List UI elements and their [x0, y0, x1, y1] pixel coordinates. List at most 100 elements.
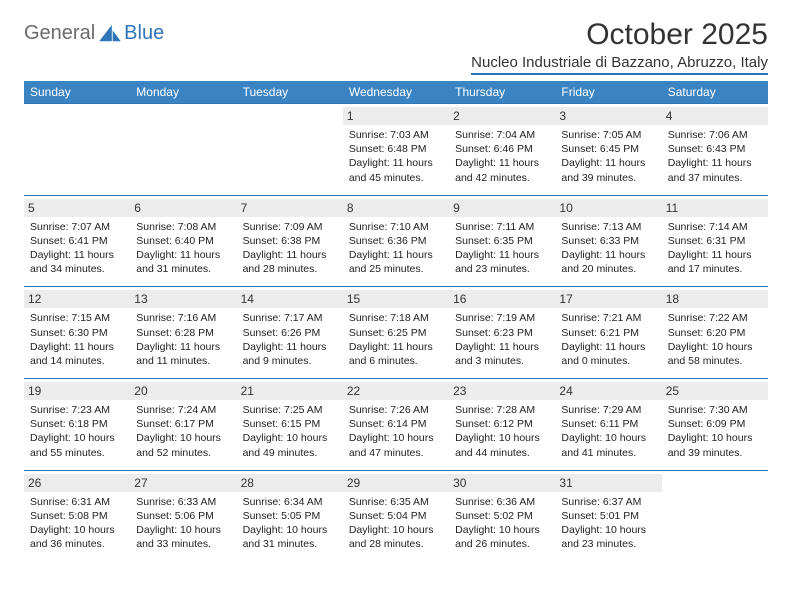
- sunrise-line: Sunrise: 6:33 AM: [136, 495, 230, 509]
- day-details: Sunrise: 7:24 AMSunset: 6:17 PMDaylight:…: [136, 403, 230, 460]
- day-cell: 23Sunrise: 7:28 AMSunset: 6:12 PMDayligh…: [449, 379, 555, 471]
- sunset-line: Sunset: 6:36 PM: [349, 234, 443, 248]
- day-number: 27: [130, 474, 236, 492]
- day-cell: 7Sunrise: 7:09 AMSunset: 6:38 PMDaylight…: [237, 195, 343, 287]
- day-number: 17: [555, 290, 661, 308]
- day-number: 12: [24, 290, 130, 308]
- sunset-line: Sunset: 6:40 PM: [136, 234, 230, 248]
- sunrise-line: Sunrise: 7:24 AM: [136, 403, 230, 417]
- day-number: 18: [662, 290, 768, 308]
- day-number: 30: [449, 474, 555, 492]
- sunset-line: Sunset: 6:12 PM: [455, 417, 549, 431]
- sail-icon: [99, 25, 121, 43]
- calendar-table: SundayMondayTuesdayWednesdayThursdayFrid…: [24, 81, 768, 561]
- daylight-line: Daylight: 10 hours and 28 minutes.: [349, 523, 443, 551]
- daylight-line: Daylight: 11 hours and 0 minutes.: [561, 340, 655, 368]
- sunrise-line: Sunrise: 7:04 AM: [455, 128, 549, 142]
- sunset-line: Sunset: 6:46 PM: [455, 142, 549, 156]
- day-number: 10: [555, 199, 661, 217]
- brand-part1: General: [24, 22, 95, 45]
- day-cell: 17 Sunrise: 7:21 AMSunset: 6:21 PMDayligh…: [555, 287, 661, 379]
- sunset-line: Sunset: 6:25 PM: [349, 326, 443, 340]
- day-cell: 30Sunrise: 6:36 AMSunset: 5:02 PMDayligh…: [449, 470, 555, 561]
- day-details: Sunrise: 7:30 AMSunset: 6:09 PMDaylight:…: [668, 403, 762, 460]
- day-details: Sunrise: 7:14 AMSunset: 6:31 PMDaylight:…: [668, 220, 762, 277]
- day-details: Sunrise: 7:28 AMSunset: 6:12 PMDaylight:…: [455, 403, 549, 460]
- daylight-line: Daylight: 11 hours and 23 minutes.: [455, 248, 549, 276]
- sunset-line: Sunset: 6:30 PM: [30, 326, 124, 340]
- sunrise-line: Sunrise: 6:31 AM: [30, 495, 124, 509]
- day-details: Sunrise: 7:16 AMSunset: 6:28 PMDaylight:…: [136, 311, 230, 368]
- day-cell: 26Sunrise: 6:31 AMSunset: 5:08 PMDayligh…: [24, 470, 130, 561]
- sunrise-line: Sunrise: 7:30 AM: [668, 403, 762, 417]
- calendar-week-row: 26Sunrise: 6:31 AMSunset: 5:08 PMDayligh…: [24, 470, 768, 561]
- daylight-line: Daylight: 10 hours and 36 minutes.: [30, 523, 124, 551]
- daylight-line: Daylight: 10 hours and 31 minutes.: [243, 523, 337, 551]
- daylight-line: Daylight: 10 hours and 55 minutes.: [30, 431, 124, 459]
- day-details: Sunrise: 7:11 AMSunset: 6:35 PMDaylight:…: [455, 220, 549, 277]
- day-details: Sunrise: 7:15 AMSunset: 6:30 PMDaylight:…: [30, 311, 124, 368]
- day-number: 22: [343, 382, 449, 400]
- day-cell: 20 Sunrise: 7:24 AMSunset: 6:17 PMDayligh…: [130, 379, 236, 471]
- sunrise-line: Sunrise: 7:17 AM: [243, 311, 337, 325]
- calendar-body: 1Sunrise: 7:03 AMSunset: 6:48 PMDaylight…: [24, 104, 768, 562]
- daylight-line: Daylight: 11 hours and 6 minutes.: [349, 340, 443, 368]
- day-cell: 18Sunrise: 7:22 AMSunset: 6:20 PMDayligh…: [662, 287, 768, 379]
- sunrise-line: Sunrise: 7:21 AM: [561, 311, 655, 325]
- day-details: Sunrise: 7:18 AMSunset: 6:25 PMDaylight:…: [349, 311, 443, 368]
- daylight-line: Daylight: 11 hours and 11 minutes.: [136, 340, 230, 368]
- day-number: 29: [343, 474, 449, 492]
- sunset-line: Sunset: 6:26 PM: [243, 326, 337, 340]
- day-number: 2: [449, 107, 555, 125]
- sunset-line: Sunset: 6:09 PM: [668, 417, 762, 431]
- day-number: 19: [24, 382, 130, 400]
- daylight-line: Daylight: 10 hours and 44 minutes.: [455, 431, 549, 459]
- day-details: Sunrise: 6:37 AMSunset: 5:01 PMDaylight:…: [561, 495, 655, 552]
- daylight-line: Daylight: 11 hours and 25 minutes.: [349, 248, 443, 276]
- weekday-header: Thursday: [449, 81, 555, 104]
- sunrise-line: Sunrise: 7:09 AM: [243, 220, 337, 234]
- day-number: 21: [237, 382, 343, 400]
- weekday-header: Saturday: [662, 81, 768, 104]
- day-number: 28: [237, 474, 343, 492]
- sunrise-line: Sunrise: 7:22 AM: [668, 311, 762, 325]
- sunset-line: Sunset: 6:21 PM: [561, 326, 655, 340]
- sunrise-line: Sunrise: 6:34 AM: [243, 495, 337, 509]
- day-details: Sunrise: 7:29 AMSunset: 6:11 PMDaylight:…: [561, 403, 655, 460]
- sunrise-line: Sunrise: 6:35 AM: [349, 495, 443, 509]
- day-number: 31: [555, 474, 661, 492]
- sunset-line: Sunset: 5:05 PM: [243, 509, 337, 523]
- sunset-line: Sunset: 6:33 PM: [561, 234, 655, 248]
- sunrise-line: Sunrise: 7:25 AM: [243, 403, 337, 417]
- weekday-header: Friday: [555, 81, 661, 104]
- day-number: 13: [130, 290, 236, 308]
- day-number: 26: [24, 474, 130, 492]
- day-details: Sunrise: 7:09 AMSunset: 6:38 PMDaylight:…: [243, 220, 337, 277]
- day-number: 20: [130, 382, 236, 400]
- sunset-line: Sunset: 5:02 PM: [455, 509, 549, 523]
- daylight-line: Daylight: 11 hours and 37 minutes.: [668, 156, 762, 184]
- daylight-line: Daylight: 11 hours and 17 minutes.: [668, 248, 762, 276]
- weekday-header: Sunday: [24, 81, 130, 104]
- day-cell: 27Sunrise: 6:33 AMSunset: 5:06 PMDayligh…: [130, 470, 236, 561]
- header: General Blue October 2025 Nucleo Industr…: [24, 18, 768, 75]
- day-cell: 31 Sunrise: 6:37 AMSunset: 5:01 PMDayligh…: [555, 470, 661, 561]
- sunrise-line: Sunrise: 7:11 AM: [455, 220, 549, 234]
- calendar-week-row: 5Sunrise: 7:07 AMSunset: 6:41 PMDaylight…: [24, 195, 768, 287]
- sunrise-line: Sunrise: 6:36 AM: [455, 495, 549, 509]
- sunrise-line: Sunrise: 7:03 AM: [349, 128, 443, 142]
- daylight-line: Daylight: 11 hours and 9 minutes.: [243, 340, 337, 368]
- sunset-line: Sunset: 6:31 PM: [668, 234, 762, 248]
- empty-cell: [662, 470, 768, 561]
- sunset-line: Sunset: 6:35 PM: [455, 234, 549, 248]
- sunset-line: Sunset: 6:23 PM: [455, 326, 549, 340]
- day-cell: 24Sunrise: 7:29 AMSunset: 6:11 PMDayligh…: [555, 379, 661, 471]
- empty-cell: [130, 104, 236, 196]
- day-cell: 5Sunrise: 7:07 AMSunset: 6:41 PMDaylight…: [24, 195, 130, 287]
- day-number: 15: [343, 290, 449, 308]
- day-details: Sunrise: 7:26 AMSunset: 6:14 PMDaylight:…: [349, 403, 443, 460]
- day-details: Sunrise: 7:06 AMSunset: 6:43 PMDaylight:…: [668, 128, 762, 185]
- daylight-line: Daylight: 10 hours and 41 minutes.: [561, 431, 655, 459]
- sunset-line: Sunset: 6:43 PM: [668, 142, 762, 156]
- daylight-line: Daylight: 10 hours and 52 minutes.: [136, 431, 230, 459]
